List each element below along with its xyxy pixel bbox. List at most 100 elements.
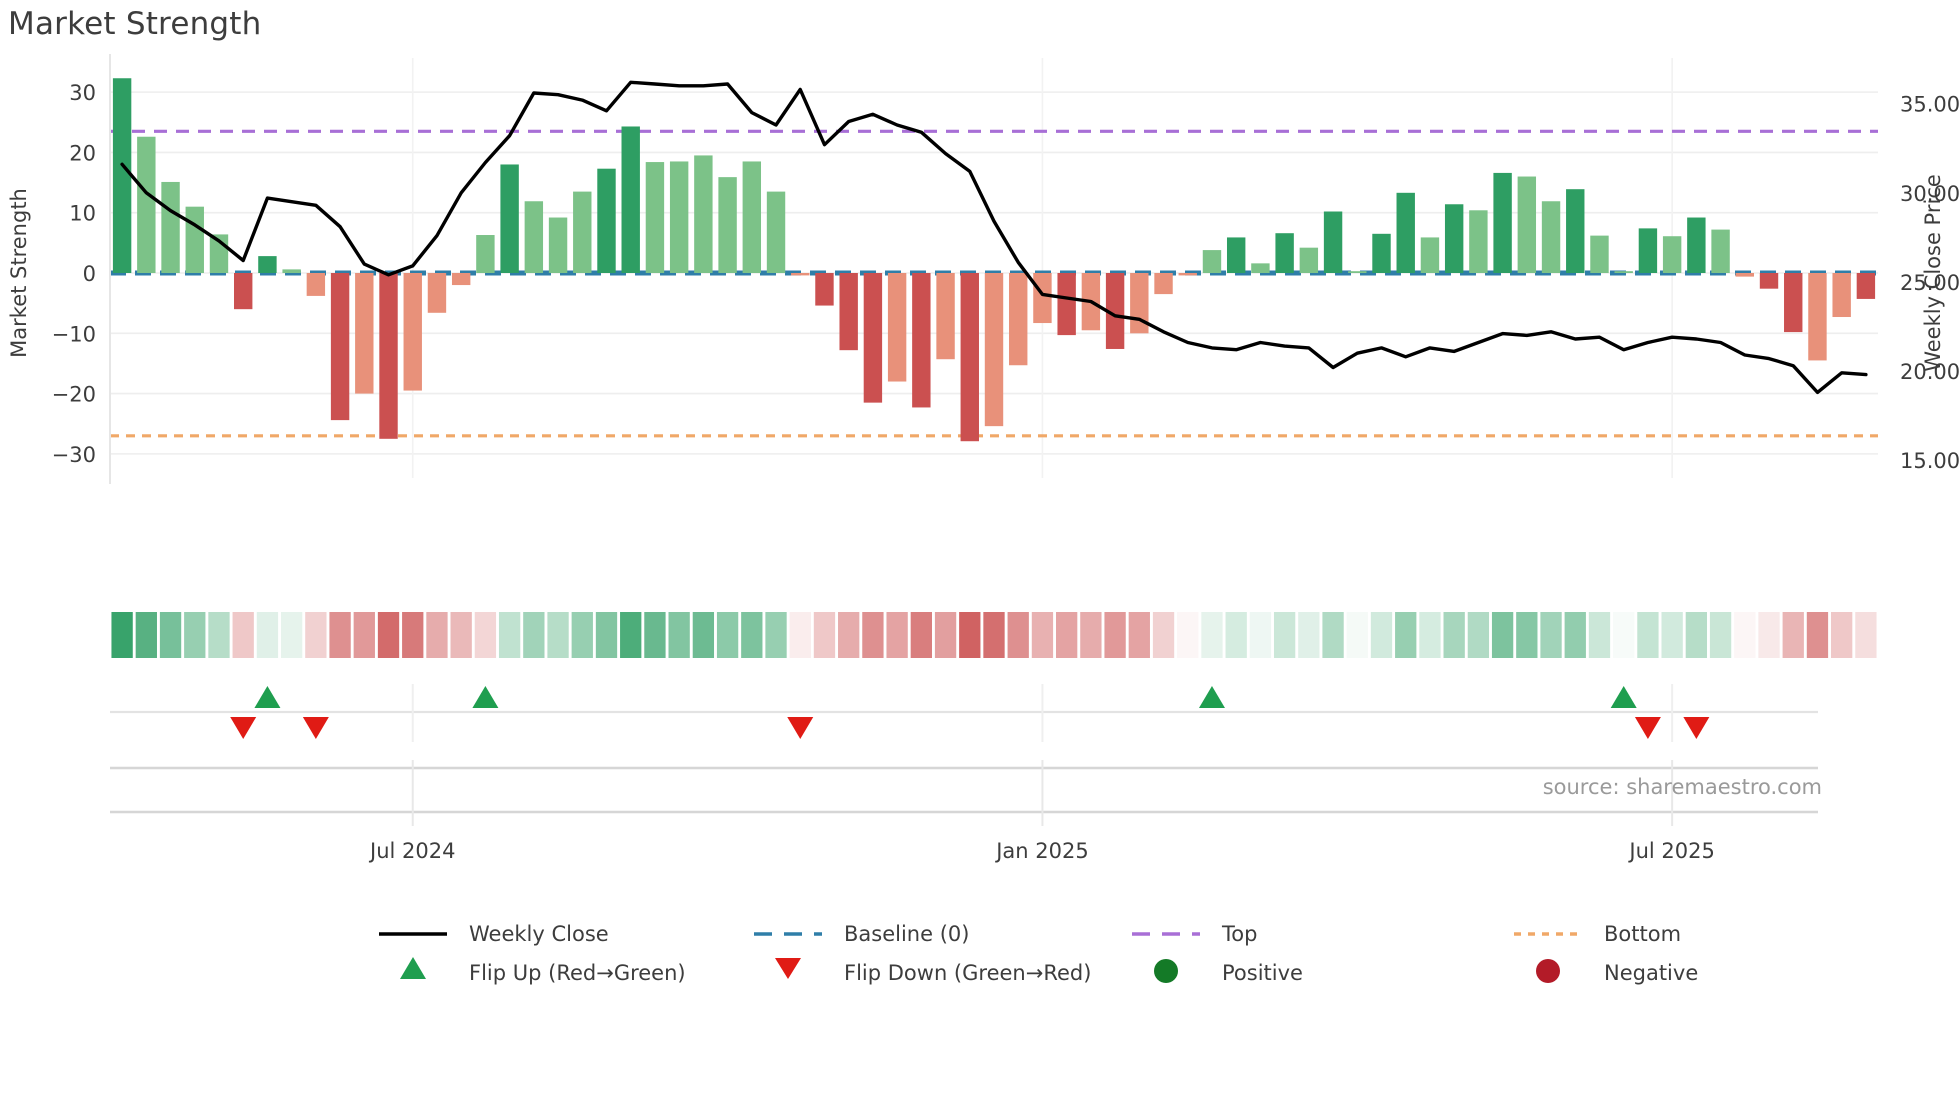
heat-cell: [1128, 612, 1150, 658]
heat-cell: [353, 612, 375, 658]
heat-cell: [1152, 612, 1175, 658]
bar: [912, 273, 931, 408]
flip-up-marker: [1198, 686, 1225, 708]
heat-cell: [595, 612, 618, 658]
bar: [1202, 250, 1222, 273]
flip-up-marker: [254, 686, 281, 708]
right-tick-label: 20.00: [1900, 360, 1960, 384]
bar: [548, 217, 568, 273]
bar: [1444, 204, 1464, 273]
heat-cell: [716, 612, 739, 658]
bar: [1614, 271, 1633, 273]
legend: Weekly Close Baseline (0) Top Bottom Flip Up…: [379, 922, 1698, 985]
legend-item[interactable]: Top: [1132, 922, 1257, 946]
bar: [1711, 229, 1730, 273]
circle-icon: [1536, 959, 1560, 983]
heat-cell: [1201, 612, 1223, 658]
flip-down-marker: [787, 717, 814, 739]
heat-cell: [668, 612, 690, 658]
bar: [984, 273, 1004, 427]
bar: [330, 273, 350, 421]
legend-label: Positive: [1222, 961, 1303, 985]
bar: [645, 162, 665, 273]
legend-item[interactable]: Flip Down (Green→Red): [775, 958, 1091, 985]
flip-up-marker: [1610, 686, 1637, 708]
bar: [258, 256, 277, 273]
legend-label: Flip Up (Red→Green): [469, 961, 686, 985]
bar: [1541, 201, 1561, 273]
legend-item[interactable]: Weekly Close: [379, 922, 609, 946]
legend-label: Negative: [1604, 961, 1698, 985]
source-note: source: sharemaestro.com: [1543, 775, 1822, 799]
heat-cell: [1249, 612, 1272, 658]
bar: [306, 273, 326, 296]
legend-item[interactable]: Positive: [1154, 959, 1303, 985]
bar: [597, 168, 616, 273]
weekly-close-path: [120, 80, 1868, 395]
heat-cell: [1855, 612, 1877, 658]
bar: [1299, 247, 1319, 273]
heat-cell: [159, 612, 182, 658]
bar: [718, 177, 737, 273]
heat-cell: [813, 612, 836, 658]
bar: [282, 269, 301, 273]
left-tick-label: −10: [52, 322, 96, 346]
bar: [694, 155, 713, 273]
flip-down-marker: [1634, 717, 1661, 739]
heat-cell: [450, 612, 472, 658]
bar: [1420, 237, 1440, 273]
heat-cell: [983, 612, 1005, 658]
heat-cell: [692, 612, 715, 658]
bar: [1735, 273, 1754, 277]
weekly-close-line: [120, 80, 1868, 395]
bar: [1057, 273, 1076, 336]
heat-cell: [523, 612, 545, 658]
bar: [621, 126, 640, 273]
bar: [839, 273, 858, 351]
legend-item[interactable]: Baseline (0): [754, 922, 969, 946]
legend-item[interactable]: Bottom: [1514, 922, 1681, 946]
heat-cell: [232, 612, 254, 658]
heat-cell: [474, 612, 497, 658]
bar: [815, 273, 834, 306]
x-axis: Jul 2024 Jan 2025 Jul 2025: [110, 760, 1818, 863]
left-tick-label: 0: [83, 262, 96, 286]
bar: [791, 273, 810, 276]
heat-cell: [765, 612, 787, 658]
heat-cell: [547, 612, 569, 658]
bar: [1009, 273, 1028, 366]
heat-cell: [256, 612, 279, 658]
x-tick-label: Jan 2025: [994, 839, 1089, 863]
heat-cell: [1080, 612, 1102, 658]
bar: [1033, 273, 1052, 324]
flip-down-marker: [230, 717, 257, 739]
bar: [1856, 273, 1876, 299]
heat-cell: [377, 612, 400, 658]
x-tick-label: Jul 2025: [1627, 839, 1714, 863]
triangle-up-icon: [400, 957, 426, 979]
heat-cell: [1225, 612, 1247, 658]
heat-cell: [1637, 612, 1659, 658]
bar: [112, 78, 132, 273]
heat-cell: [1734, 612, 1756, 658]
legend-item[interactable]: Negative: [1536, 959, 1698, 985]
bar: [1469, 210, 1488, 273]
heat-cell: [1564, 612, 1586, 658]
heat-cell: [1298, 612, 1320, 658]
heat-cell: [886, 612, 908, 658]
heat-cell: [1346, 612, 1368, 658]
heat-cell: [1806, 612, 1829, 658]
heat-cell: [1540, 612, 1562, 658]
legend-item[interactable]: Flip Up (Red→Green): [400, 957, 686, 985]
bar: [1784, 273, 1803, 333]
bar: [1590, 235, 1609, 273]
bar: [427, 273, 447, 313]
right-tick-label: 35.00: [1900, 93, 1960, 117]
heat-cell: [184, 612, 206, 658]
bar: [524, 201, 544, 273]
flip-markers: [110, 684, 1818, 742]
heat-cell: [1395, 612, 1417, 658]
heat-cell: [1007, 612, 1029, 658]
